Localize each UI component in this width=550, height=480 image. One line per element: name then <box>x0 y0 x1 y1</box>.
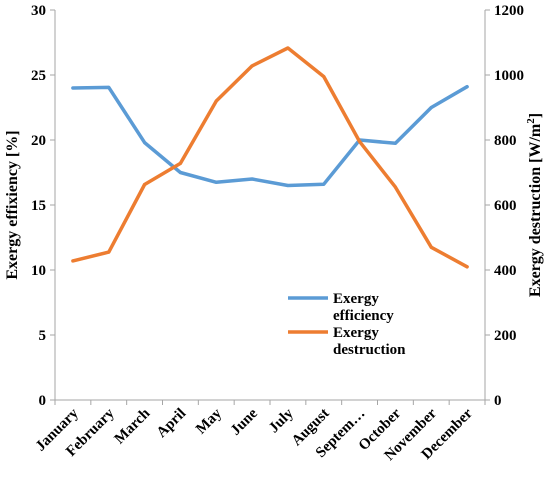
y-tick-label-right: 600 <box>494 198 517 214</box>
data-point-exergy-destruction <box>429 245 433 249</box>
y-axis-title-left: Exergy effixiency [%] <box>4 130 21 279</box>
x-tick-label: May <box>193 405 225 437</box>
x-tick-label: June <box>228 405 261 438</box>
data-point-exergy-efficiency <box>393 141 397 145</box>
data-point-exergy-destruction <box>358 140 362 144</box>
legend-label-line2: efficiency <box>333 308 394 324</box>
y-axis-title-right-sup: 2 <box>525 118 537 124</box>
data-point-exergy-efficiency <box>286 184 290 187</box>
data-point-exergy-efficiency <box>322 182 326 186</box>
data-point-exergy-destruction <box>71 259 75 263</box>
data-point-exergy-destruction <box>250 64 254 68</box>
data-point-exergy-destruction <box>465 265 469 269</box>
data-point-exergy-efficiency <box>214 180 218 184</box>
data-point-exergy-destruction <box>286 46 290 50</box>
y-tick-label-left: 0 <box>39 393 47 409</box>
data-point-exergy-efficiency <box>465 85 469 89</box>
data-point-exergy-destruction <box>393 185 397 189</box>
data-point-exergy-destruction <box>143 183 147 187</box>
x-tick-label: April <box>154 406 189 441</box>
data-point-exergy-efficiency <box>107 85 111 89</box>
series-line-exergy-destruction <box>71 46 469 269</box>
y-axis-title-right-close: ] <box>527 113 544 118</box>
y-tick-label-right: 1200 <box>494 3 524 19</box>
axes-group: 051015202530020040060080010001200January… <box>31 3 524 464</box>
series-layer <box>71 46 469 269</box>
legend-label-line1: Exergy <box>333 325 379 341</box>
y-tick-label-right: 400 <box>494 263 517 279</box>
x-tick-label: March <box>112 405 154 447</box>
y-tick-label-left: 20 <box>31 133 46 149</box>
y-tick-label-left: 25 <box>31 68 46 84</box>
y-axis-title-right: Exergy destruction [W/m2] <box>525 113 544 297</box>
y-tick-label-right: 0 <box>494 393 502 409</box>
y-tick-label-left: 10 <box>31 263 46 279</box>
data-point-exergy-efficiency <box>429 106 433 109</box>
data-point-exergy-efficiency <box>71 86 75 90</box>
data-point-exergy-destruction <box>214 99 218 103</box>
data-point-exergy-destruction <box>107 250 111 254</box>
y-tick-label-right: 200 <box>494 328 517 344</box>
y-tick-label-right: 1000 <box>494 68 524 84</box>
data-point-exergy-efficiency <box>178 171 182 174</box>
data-point-exergy-destruction <box>178 161 182 165</box>
series-line-exergy-efficiency <box>71 84 469 188</box>
y-tick-label-left: 15 <box>31 198 46 214</box>
x-tick-label: July <box>266 405 297 436</box>
data-point-exergy-efficiency <box>250 177 254 181</box>
legend-label-line2: destruction <box>333 342 406 358</box>
legend-label-line1: Exergy <box>333 291 379 307</box>
y-tick-label-left: 30 <box>31 3 46 19</box>
data-point-exergy-destruction <box>322 75 326 79</box>
data-point-exergy-efficiency <box>143 141 147 145</box>
y-tick-label-left: 5 <box>39 328 47 344</box>
y-tick-label-right: 800 <box>494 133 517 149</box>
y-axis-title-right-text: Exergy destruction [W/m <box>527 123 544 297</box>
